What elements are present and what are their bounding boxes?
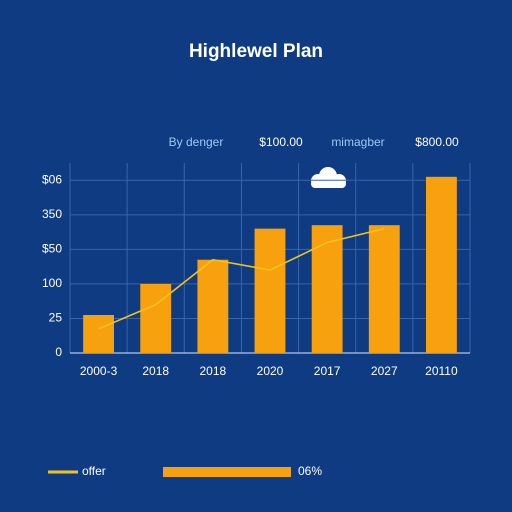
bar	[311, 225, 343, 353]
bar	[197, 259, 229, 353]
bar	[140, 283, 172, 353]
bar	[368, 225, 400, 353]
line	[98, 227, 385, 330]
y-tick-label: 100	[42, 276, 62, 290]
bar	[254, 228, 286, 353]
x-tick-label: 2017	[314, 364, 341, 378]
x-tick-label: 2018	[142, 364, 169, 378]
x-tick-label: 20110	[425, 364, 458, 378]
x-tick-label: 2000-3	[80, 364, 118, 378]
header-label: By denger	[169, 135, 224, 149]
legend-label: offer	[82, 464, 106, 478]
chart-title: Highlewel Plan	[189, 41, 323, 62]
y-tick-label: 25	[49, 311, 63, 325]
header-label: $800.00	[415, 135, 459, 149]
bar	[83, 315, 114, 353]
y-tick-label: 0	[55, 345, 62, 359]
bar	[426, 176, 457, 353]
header-label: mimagber	[331, 135, 384, 149]
y-tick-label: $50	[42, 242, 62, 256]
header-label: $100.00	[259, 135, 303, 149]
x-tick-label: 2020	[257, 364, 284, 378]
y-tick-label: $06	[42, 172, 62, 186]
x-tick-label: 2027	[371, 364, 398, 378]
x-tick-label: 2018	[200, 364, 227, 378]
legend-label: 06%	[298, 464, 322, 478]
legend-swatch	[163, 467, 291, 477]
y-tick-label: 350	[42, 207, 62, 221]
